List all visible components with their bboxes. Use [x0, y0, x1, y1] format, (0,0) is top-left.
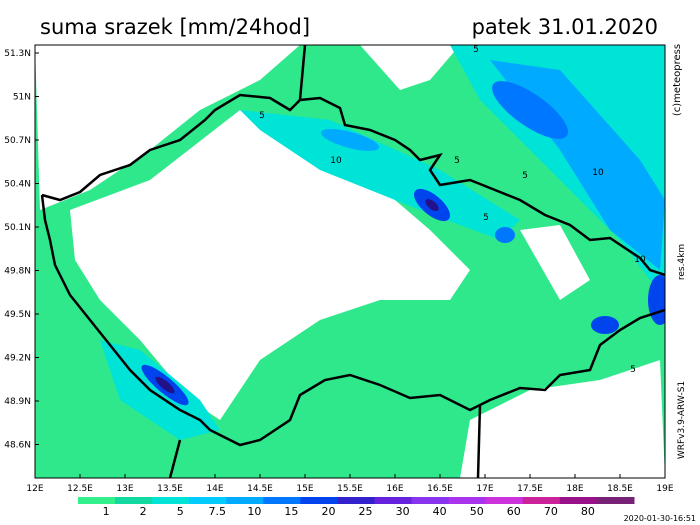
lon-label: 13E: [116, 484, 133, 494]
lon-label: 14E: [206, 484, 223, 494]
legend-label: 10: [247, 505, 261, 518]
legend-swatch: [263, 497, 301, 504]
legend-label: 30: [396, 505, 410, 518]
contour-label: 5: [630, 365, 636, 375]
lat-label: 51N: [13, 93, 31, 103]
legend-swatch: [78, 497, 116, 504]
legend-label: 50: [470, 505, 484, 518]
lon-label: 18.5E: [607, 484, 633, 494]
lon-label: 16E: [386, 484, 403, 494]
lon-label: 17E: [476, 484, 493, 494]
lon-label: 14.5E: [247, 484, 273, 494]
timestamp: 2020-01-30-16:51: [624, 514, 696, 523]
legend-swatch: [485, 497, 524, 504]
contour-label: 10: [634, 255, 646, 265]
lat-label: 51.3N: [4, 49, 31, 59]
precip-field: [35, 45, 665, 478]
contour-label: 10: [592, 168, 604, 178]
legend-label: 70: [544, 505, 558, 518]
legend-swatch: [596, 497, 635, 504]
legend-swatch: [226, 497, 264, 504]
lon-label: 19E: [656, 484, 673, 494]
lat-label: 49.8N: [4, 267, 31, 277]
legend-swatch: [374, 497, 413, 504]
contour-label: 10: [330, 156, 342, 166]
legend-label: 2: [140, 505, 147, 518]
legend-label: 1: [103, 505, 110, 518]
legend-label: 7.5: [209, 505, 227, 518]
lon-label: 12E: [26, 484, 43, 494]
contour-label: 5: [483, 213, 489, 223]
legend-swatch: [337, 497, 376, 504]
legend-label: 15: [284, 505, 298, 518]
legend-label: 60: [507, 505, 521, 518]
side-note: (c)meteopress: [672, 44, 683, 116]
lat-label: 49.2N: [4, 354, 31, 364]
legend-swatch: [189, 497, 227, 504]
side-note: WRFv3.9-ARW-S1: [677, 381, 687, 459]
lat-label: 50.4N: [4, 180, 31, 190]
legend-label: 5: [177, 505, 184, 518]
lat-label: 48.9N: [4, 397, 31, 407]
legend-swatch: [522, 497, 561, 504]
contour-label: 5: [473, 45, 479, 55]
legend-label: 25: [359, 505, 373, 518]
lat-label: 48.6N: [4, 441, 31, 451]
legend-label: 20: [321, 505, 335, 518]
lon-label: 16.5E: [427, 484, 453, 494]
legend-swatch: [300, 497, 338, 504]
contour-label: 5: [259, 111, 265, 121]
contour-label: 5: [522, 171, 528, 181]
lat-label: 50.7N: [4, 136, 31, 146]
legend-label: 40: [433, 505, 447, 518]
legend-swatch: [152, 497, 190, 504]
lon-label: 15.5E: [337, 484, 363, 494]
contour-label: 5: [454, 156, 460, 166]
lon-label: 12.5E: [67, 484, 93, 494]
lat-label: 50.1N: [4, 223, 31, 233]
title: suma srazek [mm/24hod]: [40, 15, 310, 39]
date: patek 31.01.2020: [472, 15, 658, 39]
lon-label: 17.5E: [517, 484, 543, 494]
lat-label: 49.5N: [4, 310, 31, 320]
side-note: res.4km: [677, 244, 687, 280]
legend-label: 80: [581, 505, 595, 518]
legend-swatch: [411, 497, 450, 504]
legend-swatch: [115, 497, 153, 504]
lon-label: 18E: [566, 484, 583, 494]
legend-swatch: [448, 497, 487, 504]
legend-swatch: [559, 497, 598, 504]
lon-label: 13.5E: [157, 484, 183, 494]
lon-label: 15E: [296, 484, 313, 494]
